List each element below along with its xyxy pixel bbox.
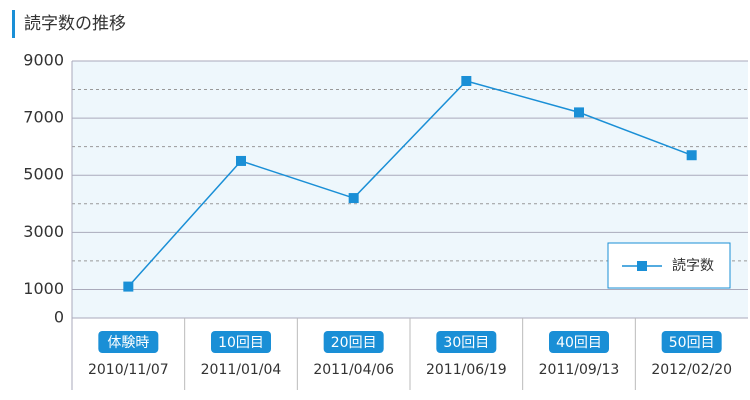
data-point (686, 150, 697, 161)
category-badge (661, 331, 722, 353)
x-tick-date: 2011/04/06 (313, 362, 394, 378)
x-tick-date: 2010/11/07 (88, 362, 169, 378)
y-tick-label: 0 (54, 308, 64, 327)
y-tick-label: 1000 (23, 279, 64, 298)
x-tick-label: 20回目 (331, 335, 377, 351)
y-tick-label: 9000 (23, 51, 64, 70)
category-badge (436, 331, 497, 353)
data-point (236, 155, 246, 166)
data-point (574, 107, 584, 118)
legend-label: 読字数 (672, 257, 714, 274)
category-badge (323, 331, 384, 353)
x-tick-label: 40回目 (556, 335, 602, 351)
y-tick-label: 5000 (23, 165, 64, 184)
x-tick-date: 2012/02/20 (651, 362, 732, 378)
data-point (461, 75, 472, 86)
title-accent (12, 10, 15, 38)
y-tick-label: 7000 (23, 108, 64, 127)
data-point (348, 193, 359, 204)
category-badge (211, 331, 271, 353)
x-tick-label: 体験時 (107, 335, 149, 351)
x-tick-date: 2011/09/13 (539, 362, 620, 378)
legend-marker (637, 261, 647, 271)
chart-title: 読字数の推移 (24, 14, 126, 34)
category-badge (98, 331, 159, 353)
x-tick-date: 2011/06/19 (426, 362, 507, 378)
x-tick-label: 10回目 (218, 335, 264, 351)
data-point (123, 281, 134, 292)
series-line (127, 80, 692, 288)
legend-box (607, 242, 731, 289)
y-tick-label: 3000 (23, 222, 64, 241)
category-badge (549, 331, 609, 353)
x-tick-label: 50回目 (669, 335, 715, 351)
x-tick-label: 30回目 (443, 335, 489, 351)
x-tick-date: 2011/01/04 (201, 362, 282, 378)
